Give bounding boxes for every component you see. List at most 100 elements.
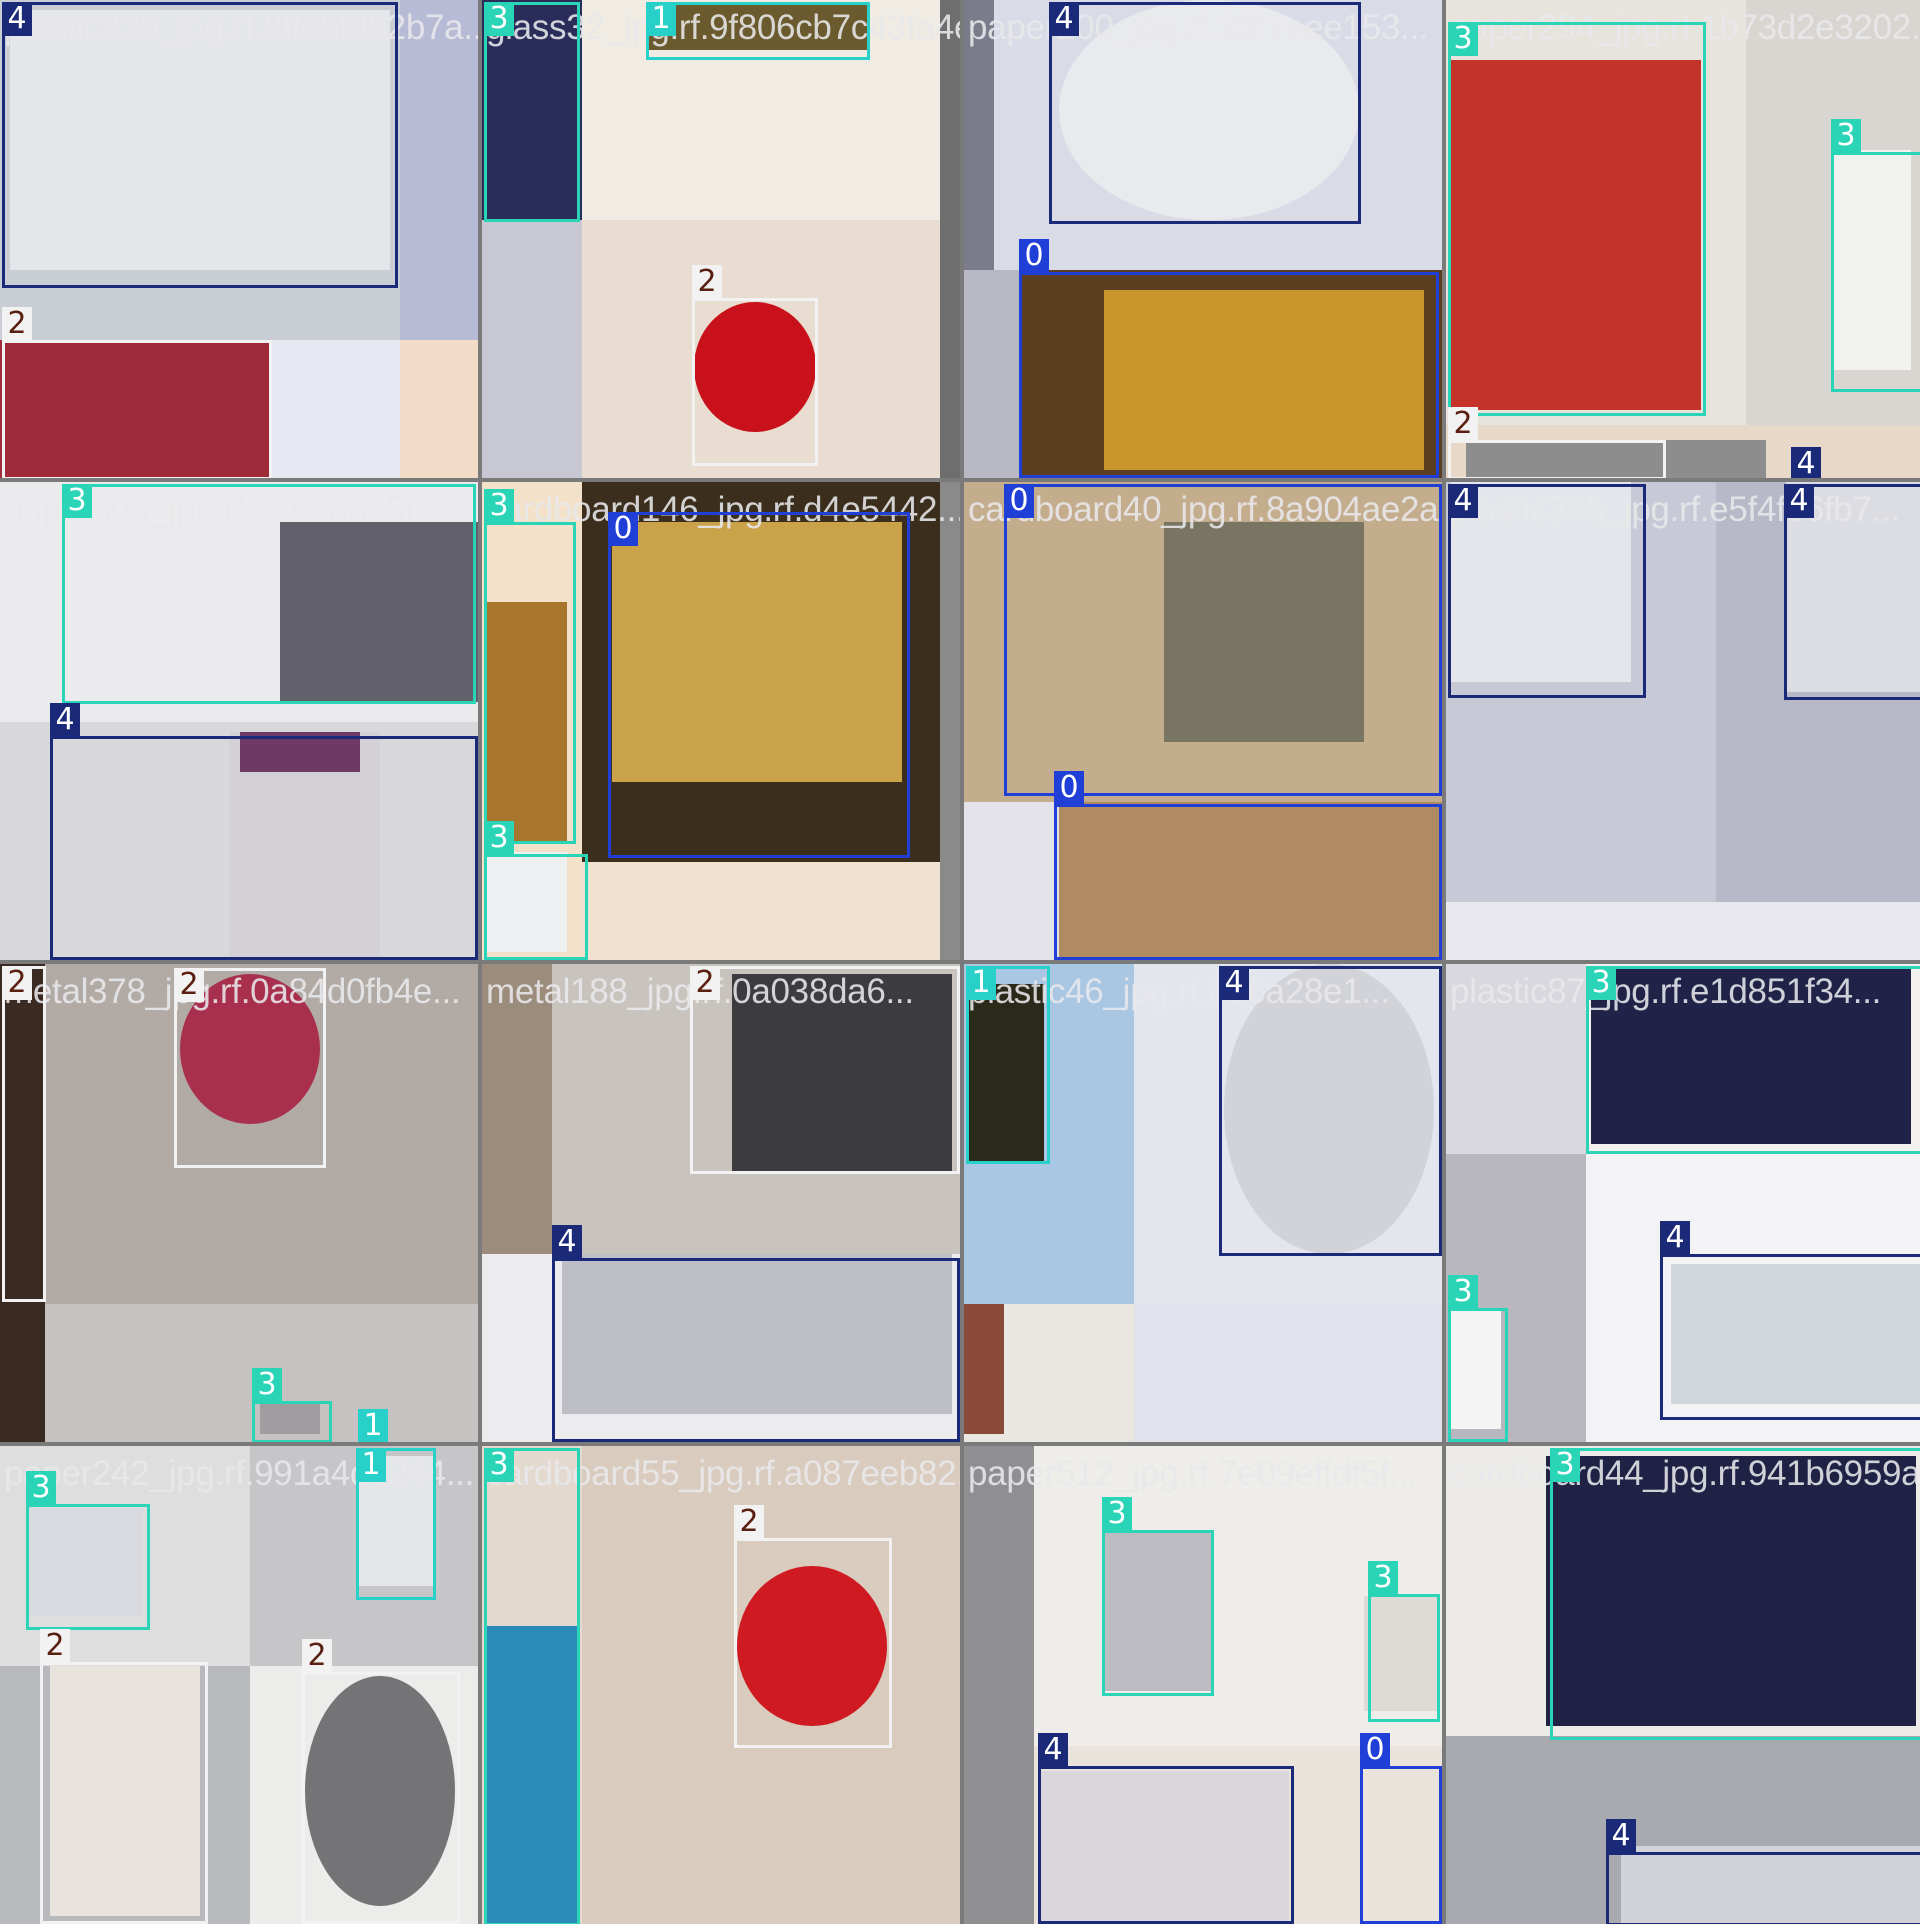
class-id-label: 4: [1784, 484, 1814, 518]
image-filename: glass32_jpg.rf.9f806cb7c43fa4ed...: [486, 8, 960, 47]
bounding-box-class-0: 0: [1019, 239, 1439, 478]
image-filename: cardboard40_jpg.rf.8a904ae2a...: [968, 490, 1442, 529]
image-filename: paper512_jpg.rf.7e09effdf5f...: [968, 1454, 1418, 1493]
waste-object: [1466, 440, 1766, 478]
mosaic-segment: [400, 340, 478, 478]
image-filename: paper294_jpg.rf.1b73d2e3202...: [1450, 8, 1920, 47]
mosaic-tile: metal378_jpg.rf.0a84d0fb4e... 2 2 3 1: [0, 964, 478, 1442]
waste-object: [28, 1506, 143, 1616]
waste-object: [1451, 482, 1631, 682]
bounding-box-class-4: 4: [1049, 2, 1361, 224]
bounding-box-class-1: 1: [966, 966, 1050, 1164]
waste-object: [487, 602, 567, 842]
class-id-label: 4: [1660, 1221, 1690, 1255]
bounding-box-class-3: 3: [1550, 1448, 1920, 1740]
bounding-box-class-4: 4: [1448, 484, 1646, 698]
waste-object: [1364, 1596, 1439, 1711]
class-id-label: 4: [1791, 447, 1821, 478]
waste-object: [612, 522, 902, 782]
bounding-box-class-3: 3: [1102, 1497, 1214, 1696]
mosaic-tile: plastic46_jpg.rf.8d6a28e1... 1 4: [964, 964, 1442, 1442]
mosaic-tile: plastic385_jpg.rf.e5f4f56fb7... 4 4: [1446, 482, 1920, 960]
bounding-box-class-2: 2: [692, 265, 818, 466]
class-id-label: 3: [1586, 966, 1616, 1000]
mosaic-tile: glass32_jpg.rf.9f806cb7c43fa4ed...3 1 2: [482, 0, 960, 478]
mosaic-tile: paper294_jpg.rf.1b73d2e3202... 3 3 2 4: [1446, 0, 1920, 478]
bounding-box-class-2: 2: [2, 966, 46, 1302]
class-id-label: 4: [1219, 966, 1249, 1000]
class-id-label: 2: [2, 966, 32, 1000]
image-filename: plastic385_jpg.rf.e5f4f56fb7...: [1450, 490, 1900, 529]
class-id-label: 0: [1004, 484, 1034, 518]
image-filename: paper242_jpg.rf.991a4d3244...: [4, 1454, 475, 1493]
class-id-label: 4: [1049, 2, 1079, 36]
mosaic-tile: cardboard146_jpg.rf.d4e5442... 3 0 3: [482, 482, 960, 960]
waste-object: [969, 984, 1044, 1164]
mosaic-tile: cardboard40_jpg.rf.8a904ae2a... 0 0: [964, 482, 1442, 960]
bounding-box-class-0: 0: [1360, 1733, 1442, 1924]
image-filename: metal378_jpg.rf.0a84d0fb4e...: [4, 972, 461, 1011]
waste-object: [732, 974, 952, 1174]
class-id-label: 2: [174, 968, 204, 1002]
mosaic-segment: [940, 0, 960, 478]
waste-object: [562, 1254, 952, 1414]
image-filename: plastic329_jpg.rf.8ffe5f952b7a...: [4, 8, 478, 47]
waste-object: [737, 1566, 887, 1726]
waste-object: [305, 1676, 455, 1906]
waste-object: [1059, 802, 1442, 960]
class-id-label: 3: [484, 489, 514, 523]
image-filename: plastic87_jpg.rf.e1d851f34...: [1450, 972, 1882, 1011]
class-id-label: 3: [484, 821, 514, 855]
bounding-box-class-4: 4: [2, 2, 398, 288]
bounding-box-class-3: 3: [252, 1368, 332, 1442]
bounding-box-class-2: 2: [40, 1629, 208, 1924]
waste-object: [1039, 1771, 1289, 1924]
mosaic-segment: [964, 270, 1019, 478]
class-id-label: 4: [552, 1225, 582, 1259]
bounding-box-class-1: 1: [356, 1448, 436, 1600]
bounding-box-class-0: 0: [1054, 771, 1442, 960]
mosaic-segment: [582, 862, 960, 960]
bounding-box-class-2: 2: [690, 966, 960, 1174]
mosaic-segment: [0, 964, 45, 1442]
bounding-box-class-2: 2: [174, 968, 326, 1168]
bounding-box-class-3: 3: [1586, 966, 1920, 1154]
waste-object: [1451, 1309, 1501, 1429]
bounding-box-class-3: 3: [62, 484, 476, 704]
class-id-label: 3: [484, 2, 514, 36]
class-id-label: 3: [1550, 1448, 1580, 1482]
class-id-label: 4: [1038, 1733, 1068, 1767]
class-id-label: 0: [1360, 1733, 1390, 1767]
class-id-label: 1: [966, 966, 996, 1000]
class-id-label: 3: [1368, 1561, 1398, 1595]
class-id-label: 0: [1054, 771, 1084, 805]
image-filename: cardboard55_jpg.rf.a087eeb82...: [486, 1454, 960, 1493]
bounding-box-class-0: 0: [1004, 484, 1442, 796]
bounding-box-class-3: 3: [1448, 22, 1706, 416]
bounding-box-class-2: 2: [2, 307, 272, 478]
image-filename: plastic46_jpg.rf.8d6a28e1...: [968, 972, 1390, 1011]
class-id-label: 2: [1448, 407, 1478, 441]
waste-object: [1104, 290, 1424, 470]
mosaic-segment: [964, 1446, 1034, 1924]
class-id-label: 3: [1448, 22, 1478, 56]
class-id-label: 1: [646, 2, 676, 36]
class-id-label: 4: [1448, 484, 1478, 518]
mosaic-segment: [0, 1304, 478, 1442]
class-id-label: 3: [62, 484, 92, 518]
mosaic-segment: [940, 482, 960, 960]
bounding-box-class-2: 2: [302, 1639, 460, 1924]
class-id-label: 3: [1448, 1275, 1478, 1309]
mosaic-tile: cardboard44_jpg.rf.941b6959a4... 3 4: [1446, 1446, 1920, 1924]
waste-object: [1546, 1456, 1916, 1726]
bounding-box-class-3: 3: [1448, 1275, 1508, 1442]
class-id-label: 4: [1606, 1819, 1636, 1853]
class-id-label: 3: [26, 1471, 56, 1505]
class-id-label: 0: [1019, 239, 1049, 273]
class-id-label: 4: [2, 2, 32, 36]
waste-object: [1224, 964, 1434, 1254]
waste-object: [50, 1666, 200, 1916]
waste-object: [1591, 969, 1911, 1144]
class-id-label: 2: [690, 966, 720, 1000]
